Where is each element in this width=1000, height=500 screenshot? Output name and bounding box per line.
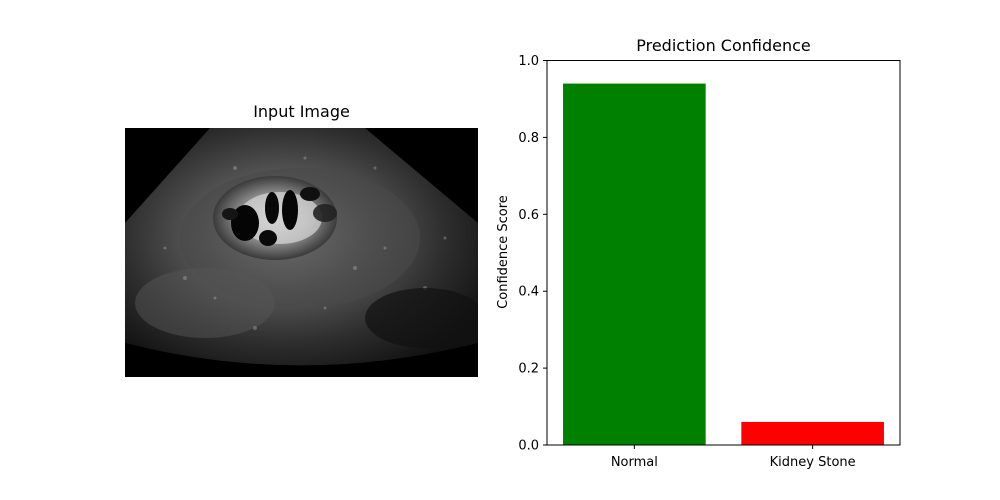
- ultrasound-image: [125, 128, 478, 377]
- bar-kidney-stone: [741, 421, 884, 445]
- image-panel-title: Input Image: [253, 102, 350, 121]
- y-tick-label: 0.2: [518, 362, 539, 377]
- bar-normal: [563, 83, 706, 445]
- y-tick-label: 0.8: [518, 131, 539, 146]
- x-tick-label: Normal: [611, 455, 658, 470]
- y-tick-label: 1.0: [518, 54, 539, 69]
- y-tick-label: 0.0: [518, 439, 539, 454]
- plot-frame: [546, 60, 901, 446]
- y-tick-label: 0.6: [518, 208, 539, 223]
- x-tick-label: Kidney Stone: [770, 455, 856, 470]
- y-axis-label: Confidence Score: [496, 195, 511, 309]
- y-tick-label: 0.4: [518, 285, 539, 300]
- ultrasound-graphic: [125, 128, 478, 377]
- chart-title: Prediction Confidence: [636, 36, 811, 55]
